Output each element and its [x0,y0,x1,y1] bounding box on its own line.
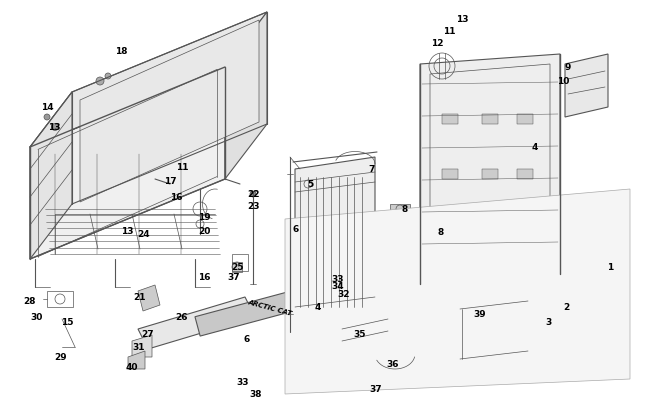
Text: 12: 12 [431,39,443,48]
Text: 27: 27 [142,330,154,339]
Text: 34: 34 [332,282,344,291]
Polygon shape [295,158,375,329]
Text: 9: 9 [565,63,571,72]
Polygon shape [442,115,458,125]
Polygon shape [482,115,498,125]
Circle shape [44,115,50,121]
Polygon shape [442,224,458,234]
Polygon shape [30,68,225,259]
Circle shape [96,78,104,86]
Text: 4: 4 [315,303,321,312]
Polygon shape [565,55,608,118]
Text: 15: 15 [60,318,73,327]
Text: 39: 39 [474,310,486,319]
Text: 22: 22 [247,190,259,199]
Text: 5: 5 [307,180,313,189]
Polygon shape [442,170,458,179]
Text: 32: 32 [338,290,350,299]
Text: 2: 2 [563,303,569,312]
Polygon shape [225,13,267,179]
Text: 25: 25 [231,263,243,272]
Text: 13: 13 [47,123,60,132]
Text: 8: 8 [402,205,408,214]
Polygon shape [128,351,145,369]
Polygon shape [455,284,545,374]
Circle shape [250,192,256,198]
Text: 26: 26 [176,313,188,322]
Text: 40: 40 [125,362,138,371]
Text: 17: 17 [164,177,176,186]
Polygon shape [232,262,242,272]
Text: 6: 6 [244,335,250,344]
Text: 38: 38 [250,390,262,399]
Text: 37: 37 [370,385,382,394]
Polygon shape [340,307,390,359]
Polygon shape [517,170,533,179]
Circle shape [51,124,58,131]
Text: 30: 30 [31,313,43,322]
Text: 4: 4 [532,143,538,152]
Text: 33: 33 [332,275,344,284]
Text: 8: 8 [438,228,444,237]
Polygon shape [285,190,630,394]
Text: 13: 13 [121,227,133,236]
Text: 16: 16 [198,273,210,282]
Polygon shape [132,335,152,357]
Text: 20: 20 [198,227,210,236]
Text: 11: 11 [443,28,455,36]
Text: 13: 13 [456,15,468,24]
Text: 35: 35 [354,330,366,339]
Text: ARCTIC CAT: ARCTIC CAT [247,298,292,316]
Text: 19: 19 [198,213,211,222]
Polygon shape [517,224,533,234]
Polygon shape [138,297,255,349]
Text: 7: 7 [369,165,375,174]
Text: 21: 21 [133,293,145,302]
Text: 11: 11 [176,163,188,172]
Text: 6: 6 [293,225,299,234]
Text: 10: 10 [557,77,569,86]
Polygon shape [517,115,533,125]
Text: 33: 33 [237,377,249,386]
Text: 1: 1 [607,263,613,272]
Polygon shape [390,205,410,215]
Polygon shape [420,55,560,284]
Text: 18: 18 [115,47,127,56]
Text: 37: 37 [227,273,240,282]
Polygon shape [80,21,259,202]
Polygon shape [482,224,498,234]
Text: 29: 29 [55,353,68,362]
Text: 24: 24 [138,230,150,239]
Polygon shape [390,234,410,244]
Text: 36: 36 [387,360,399,369]
Text: 16: 16 [170,193,182,202]
Polygon shape [30,13,267,148]
Text: 3: 3 [545,318,551,327]
Text: 14: 14 [41,103,53,112]
Text: 31: 31 [133,343,145,352]
Polygon shape [195,278,345,336]
Polygon shape [482,170,498,179]
Polygon shape [318,267,348,294]
Polygon shape [30,93,72,259]
Polygon shape [138,285,160,311]
Circle shape [105,74,111,80]
Text: 28: 28 [23,297,35,306]
Circle shape [375,379,381,385]
Text: 23: 23 [247,202,259,211]
